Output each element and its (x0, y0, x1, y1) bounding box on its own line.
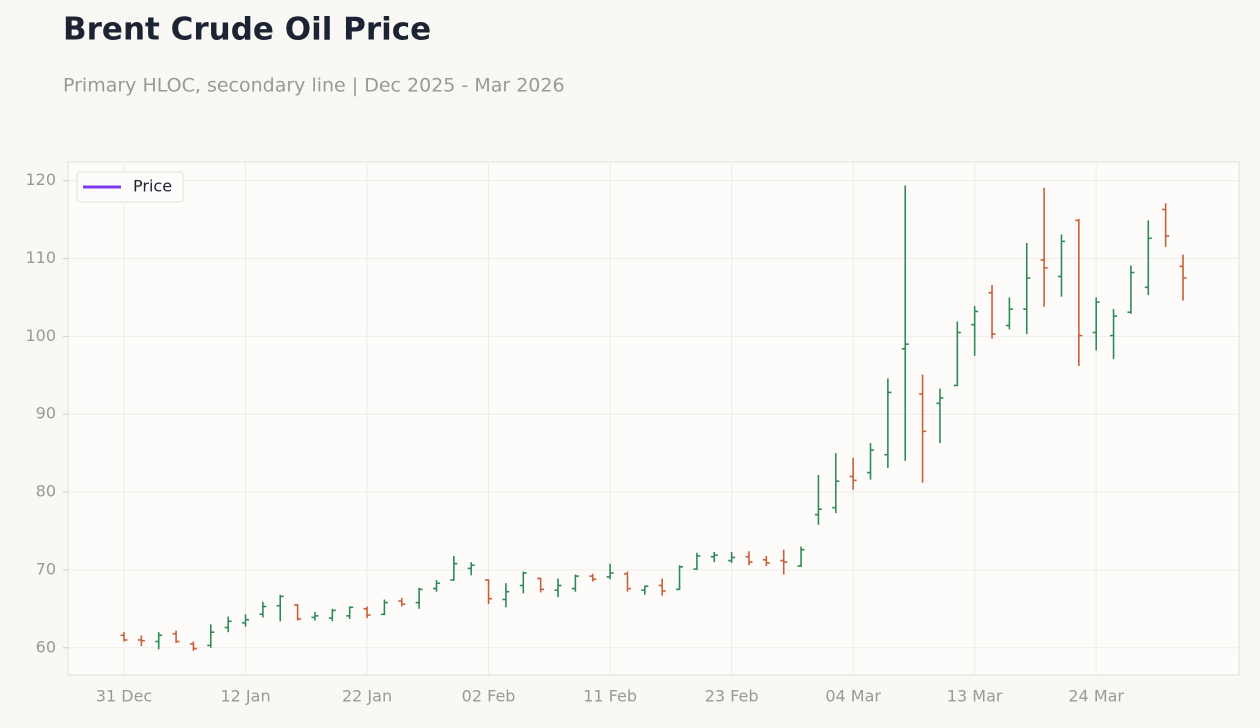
chart-title: Brent Crude Oil Price (63, 12, 431, 48)
y-tick-label: 90 (36, 404, 56, 423)
x-tick-label: 13 Mar (947, 687, 1003, 706)
x-tick-label: 31 Dec (96, 687, 152, 706)
y-tick-label: 100 (25, 326, 56, 345)
x-tick-label: 12 Jan (220, 687, 270, 706)
legend-box (76, 171, 184, 203)
legend-label: Price (133, 177, 172, 196)
x-tick-label: 11 Feb (583, 687, 637, 706)
chart-subtitle: Primary HLOC, secondary line | Dec 2025 … (63, 75, 565, 97)
x-tick-label: 02 Feb (462, 687, 516, 706)
y-tick-label: 110 (25, 248, 56, 267)
y-tick-label: 70 (36, 559, 56, 578)
y-tick-label: 60 (36, 637, 56, 656)
x-tick-label: 23 Feb (705, 687, 759, 706)
plot-area (67, 161, 1240, 676)
y-tick-label: 120 (25, 170, 56, 189)
y-tick-label: 80 (36, 482, 56, 501)
x-tick-label: 24 Mar (1068, 687, 1124, 706)
x-tick-label: 22 Jan (342, 687, 392, 706)
x-tick-label: 04 Mar (825, 687, 881, 706)
